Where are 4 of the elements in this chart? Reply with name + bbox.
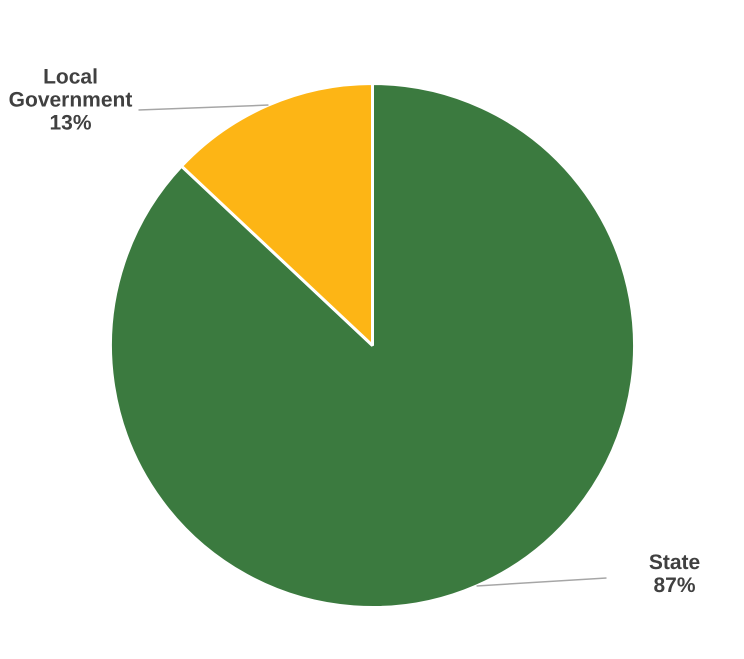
data-label: 87% <box>653 574 696 597</box>
data-label: 13% <box>49 112 92 135</box>
slice-label: Local Government <box>8 66 132 112</box>
slice-label: State <box>648 550 700 574</box>
